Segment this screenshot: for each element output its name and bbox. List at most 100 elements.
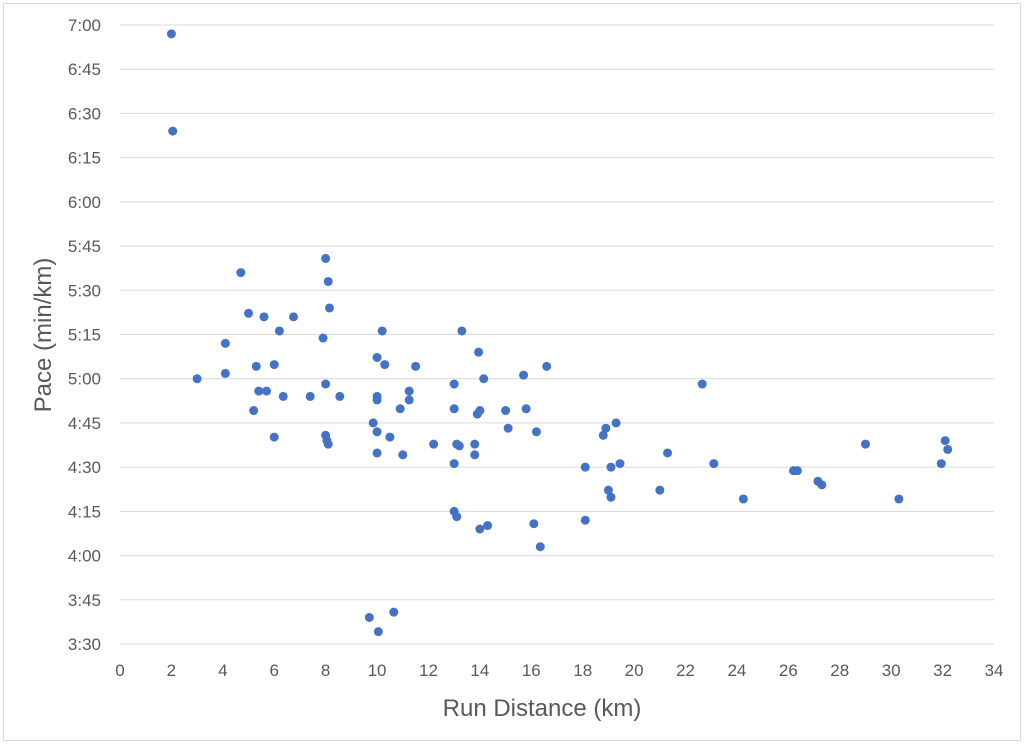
data-point [603,485,613,495]
data-point [470,439,480,449]
x-tick-label: 14 [470,661,489,680]
x-tick-label: 2 [167,661,176,680]
x-tick-label: 16 [522,661,541,680]
data-point [323,276,333,286]
data-point [274,326,284,336]
data-point [364,612,374,622]
x-tick-label: 22 [676,661,695,680]
data-point [262,386,272,396]
data-point [398,450,408,460]
data-point [606,492,616,502]
y-tick-label: 5:15 [68,326,101,345]
data-point [449,404,459,414]
data-point [474,347,484,357]
data-point [395,404,405,414]
x-axis-ticks: 0 2 4 6 8 10 12 14 16 18 20 22 24 26 28 30 32 34 [115,661,1003,680]
data-point [429,439,439,449]
data-point [542,361,552,371]
data-point [470,450,480,460]
gridlines [120,24,994,645]
x-tick-label: 8 [321,661,330,680]
y-tick-label: 6:00 [68,193,101,212]
data-point [598,430,608,440]
y-tick-label: 5:45 [68,237,101,256]
data-point [404,395,414,405]
data-point [380,360,390,370]
data-point [368,418,378,428]
y-tick-label: 3:30 [68,635,101,654]
data-point [269,360,279,370]
data-point [244,308,254,318]
data-point [168,126,178,136]
data-point [278,391,288,401]
data-point [521,404,531,414]
data-point [321,253,331,263]
y-tick-label: 4:00 [68,547,101,566]
x-tick-label: 10 [368,661,387,680]
data-point [372,448,382,458]
data-point [606,462,616,472]
y-tick-label: 6:30 [68,104,101,123]
data-point [373,627,383,637]
y-tick-label: 6:15 [68,149,101,168]
data-point [860,439,870,449]
y-tick-label: 4:45 [68,414,101,433]
data-point [323,439,333,449]
x-tick-label: 4 [218,661,227,680]
y-tick-label: 6:45 [68,60,101,79]
data-point [709,459,719,469]
data-point [385,432,395,442]
data-point [535,542,545,552]
data-point [372,427,382,437]
data-point [452,512,462,522]
data-point [580,462,590,472]
data-point [483,521,493,531]
data-point [943,444,953,454]
data-point [936,459,946,469]
data-point [372,395,382,405]
x-tick-label: 28 [830,661,849,680]
x-tick-label: 26 [779,661,798,680]
x-tick-label: 32 [933,661,952,680]
data-point [192,374,202,384]
x-tick-label: 24 [727,661,746,680]
data-point [269,432,279,442]
y-tick-label: 3:45 [68,591,101,610]
y-axis-ticks: 3:30 3:45 4:00 4:15 4:30 4:45 5:00 5:15 5:30 5:45… [68,16,101,654]
data-point [738,494,748,504]
y-tick-label: 5:00 [68,370,101,389]
x-tick-label: 30 [882,661,901,680]
data-point [475,406,485,416]
data-point [321,379,331,389]
data-point [289,312,299,322]
data-point [305,391,315,401]
data-point [449,459,459,469]
data-points [166,29,953,637]
data-point [411,361,421,371]
y-tick-label: 7:00 [68,16,101,35]
y-tick-label: 4:30 [68,458,101,477]
data-point [377,326,387,336]
data-point [389,607,399,617]
data-point [894,494,904,504]
data-point [454,441,464,451]
data-point [254,386,264,396]
data-point [501,406,511,416]
data-point [166,29,176,39]
x-tick-label: 6 [270,661,279,680]
data-point [236,268,246,278]
data-point [940,436,950,446]
data-point [601,423,611,433]
y-tick-label: 5:30 [68,281,101,300]
data-point [580,515,590,525]
data-point [457,326,467,336]
data-point [220,368,230,378]
data-point [519,370,529,380]
data-point [697,379,707,389]
data-point [531,427,541,437]
data-point [249,406,259,416]
data-point [479,374,489,384]
data-point [318,333,328,343]
data-point [611,418,621,428]
